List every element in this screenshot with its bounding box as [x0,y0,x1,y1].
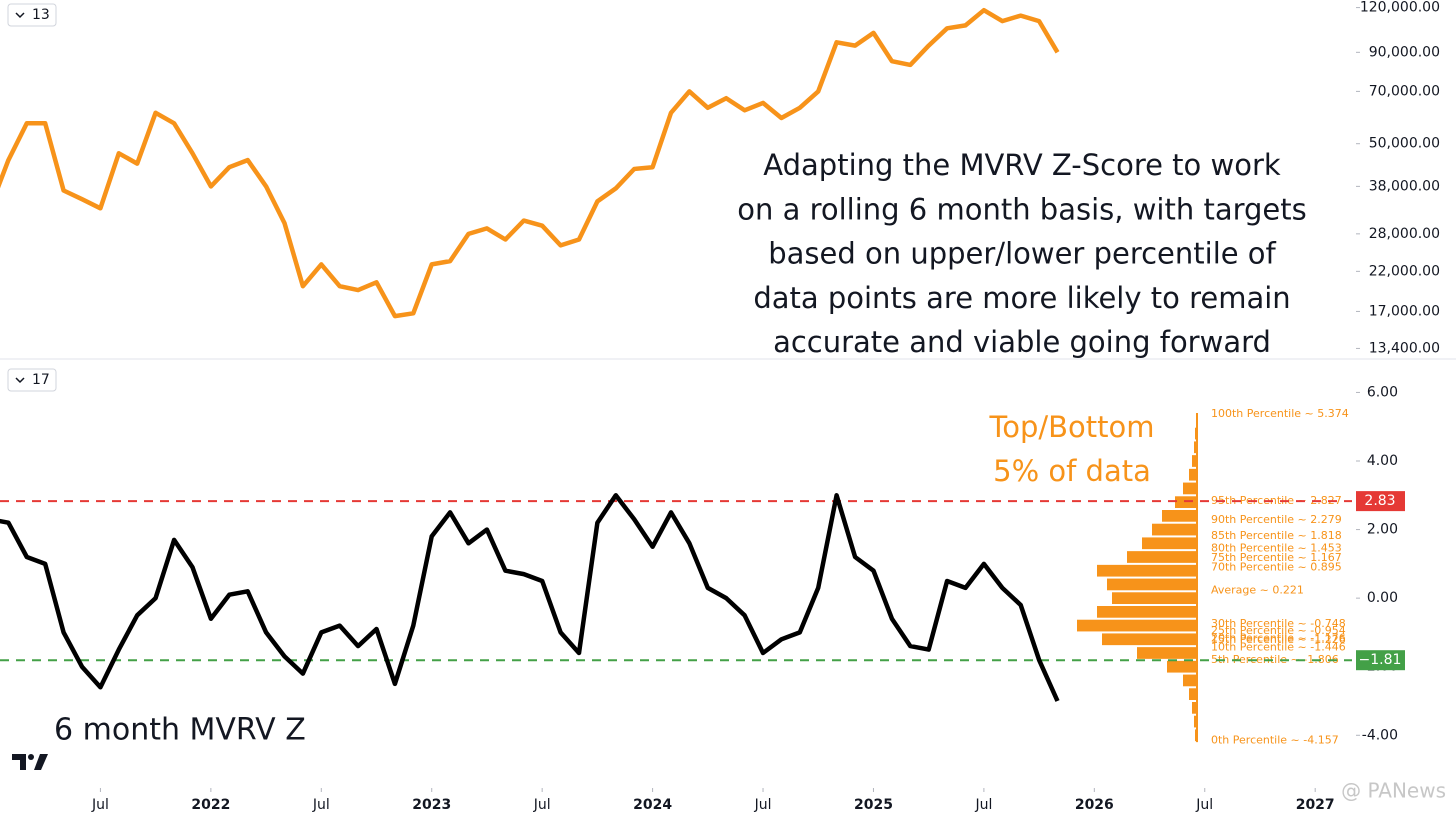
annotation: based on upper/lower percentile of [768,237,1276,271]
x-tick-label: Jul [533,797,551,813]
histogram-bar [1097,564,1197,577]
annotation: Adapting the MVRV Z-Score to work [763,148,1281,182]
chevron [15,12,25,19]
pane-badge [7,3,57,27]
tv-logo [12,754,48,770]
histogram-bar [1077,619,1197,632]
series-line [0,493,1060,702]
histogram-bar [1183,674,1197,687]
x-tick-label: Jul [312,797,330,813]
value-badge [1356,650,1405,671]
x-tick-label: 2024 [633,797,672,813]
x-tick-label: 2027 [1296,797,1335,813]
histogram-bar [1142,537,1197,550]
y-tick-label: 2.00 [1367,522,1398,538]
y-tick-label: 13,400.00 [1369,340,1440,356]
annotation: accurate and viable going forward [773,325,1271,359]
percentile-label: 15th Percentile ~ -1.226 [1211,633,1346,646]
y-tick-label: 70,000.00 [1369,83,1440,99]
y-tick-label: 90,000.00 [1369,44,1440,60]
percentile-label: 20th Percentile ~ -1.176 [1211,631,1346,644]
histogram-bar [1152,523,1197,536]
percentile-label: 80th Percentile ~ 1.453 [1211,541,1342,554]
x-tick-label: Jul [91,797,109,813]
histogram-bar [1107,578,1197,591]
histogram-bar [1137,647,1197,659]
histogram-bar [1102,633,1197,646]
histogram-bar [1192,455,1197,467]
histogram-bar [1189,468,1197,481]
annotation: on a rolling 6 month basis, with targets [737,192,1306,226]
y-tick-label: 38,000.00 [1369,178,1440,194]
watermark: @ PANews [1341,779,1446,803]
percentile-label: 0th Percentile ~ -4.157 [1211,734,1339,747]
histogram-bar [1189,688,1197,700]
value-badge [1356,491,1405,512]
y-tick-label: 50,000.00 [1369,136,1440,152]
histogram-bar [1127,551,1197,563]
annotation-bg [722,145,1322,358]
histogram-bar [1097,606,1197,618]
chevron [15,377,25,384]
x-tick-label: 2022 [191,797,230,813]
histogram-bar [1194,715,1197,728]
value-badge-label: −1.81 [1359,652,1402,668]
percentile-label: 85th Percentile ~ 1.818 [1211,529,1342,542]
percentile-label: 100th Percentile ~ 5.374 [1211,407,1349,420]
x-tick-label: 2026 [1075,797,1114,813]
histogram-bar [1112,592,1197,604]
histogram-bar [1162,510,1197,522]
annotation: 5% of data [993,454,1151,488]
y-tick-label: -4.00 [1362,727,1398,743]
percentile-label: 10th Percentile ~ -1.446 [1211,641,1346,654]
y-tick-label: 6.00 [1367,384,1398,400]
y-tick-label: 120,000.00 [1360,0,1440,16]
percentile-label: 75th Percentile ~ 1.167 [1211,551,1342,564]
percentile-label: 90th Percentile ~ 2.279 [1211,513,1342,526]
x-tick-label: Jul [754,797,772,813]
y-tick-label: 17,000.00 [1369,303,1440,319]
pane-badge [7,368,57,392]
percentile-label: 70th Percentile ~ 0.895 [1211,560,1342,573]
x-tick-label: Jul [974,797,992,813]
value-badge-label: 2.83 [1364,493,1395,509]
x-tick-label: Jul [1195,797,1213,813]
histogram-bar [1167,660,1197,673]
x-tick-label: 2023 [412,797,451,813]
y-tick-label: 28,000.00 [1369,226,1440,242]
annotation: Top/Bottom [988,410,1154,444]
percentile-label: Average ~ 0.221 [1211,584,1304,597]
legend-label: 6 month MVRV Z [54,713,306,748]
percentile-label: 95th Percentile ~ 2.827 [1211,494,1342,507]
histogram-bar [1194,441,1197,454]
y-tick-label: 22,000.00 [1369,263,1440,279]
y-tick-label: 0.00 [1367,590,1398,606]
y-tick-label: 4.00 [1367,453,1398,469]
pane-label: 17 [32,372,50,388]
histogram-bar [1192,702,1197,714]
percentile-label: 5th Percentile ~ -1.806 [1211,653,1339,666]
annotation: data points are more likely to remain [753,281,1290,315]
histogram-bar [1175,496,1197,508]
pane-label: 13 [32,7,50,23]
x-tick-label: 2025 [854,797,893,813]
percentile-label: 25th Percentile ~ -0.954 [1211,624,1346,637]
series-line [0,7,1060,319]
histogram-bar [1183,482,1197,495]
percentile-label: 30th Percentile ~ -0.748 [1211,617,1346,630]
